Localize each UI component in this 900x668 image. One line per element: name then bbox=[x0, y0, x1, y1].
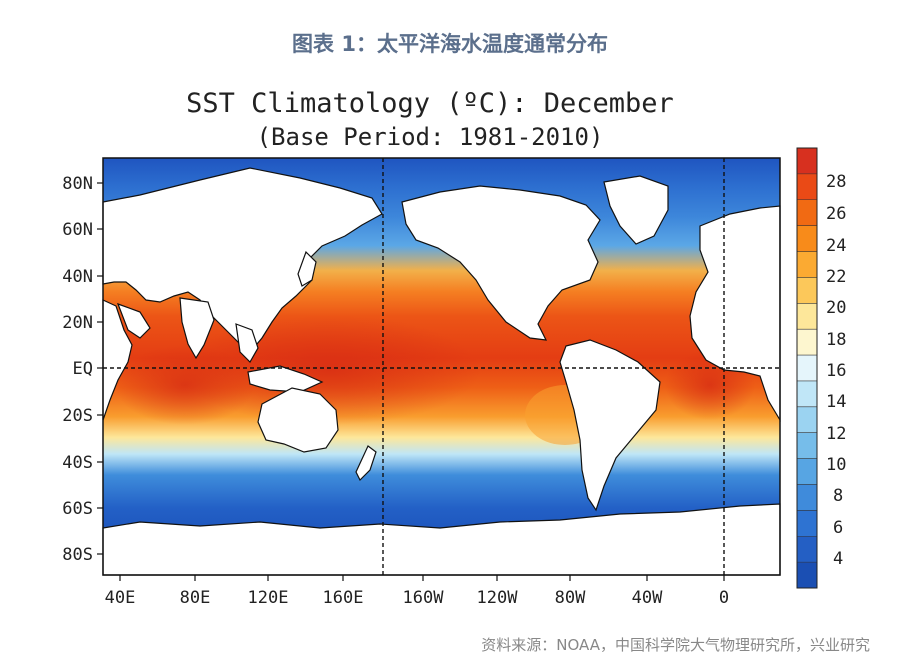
lat-label: 60N bbox=[62, 220, 93, 240]
lat-label: 40S bbox=[62, 453, 93, 473]
colorbar-swatch bbox=[797, 329, 817, 356]
landmass-eurasia bbox=[102, 167, 383, 351]
colorbar-swatch bbox=[797, 510, 817, 537]
lat-label: 20N bbox=[62, 313, 93, 333]
lon-label: 80E bbox=[180, 588, 211, 608]
colorbar-tick-label: 14 bbox=[826, 392, 846, 412]
colorbar-swatch bbox=[797, 458, 817, 485]
landmass-arabia bbox=[116, 302, 151, 339]
colorbar-swatch bbox=[797, 562, 817, 589]
map-frame bbox=[102, 157, 781, 576]
lon-label: 0 bbox=[719, 588, 729, 608]
latitude-axis: 80N 60N 40N 20N EQ 20S 40S 60S 80S bbox=[62, 174, 93, 565]
landmass-north-america bbox=[401, 185, 601, 341]
lon-label: 40W bbox=[632, 588, 663, 608]
warm-pool-indian-ocean bbox=[115, 345, 255, 425]
landmass-indochina bbox=[235, 323, 259, 363]
colorbar-swatch bbox=[797, 173, 817, 201]
colorbar-swatch bbox=[797, 536, 817, 563]
colorbar-swatch bbox=[797, 406, 817, 434]
colorbar-tick-label: 22 bbox=[826, 267, 846, 287]
colorbar-swatch bbox=[797, 484, 817, 511]
colorbar-swatch bbox=[797, 277, 817, 304]
colorbar-tick-label: 16 bbox=[826, 361, 846, 381]
landmass-south-america bbox=[559, 339, 661, 512]
landmass-europe-africa-east bbox=[689, 205, 781, 423]
colorbar-swatch bbox=[797, 303, 817, 330]
colorbar-frame bbox=[796, 147, 818, 589]
landmass-india bbox=[179, 297, 215, 360]
lon-label: 40E bbox=[105, 588, 136, 608]
lon-label: 80W bbox=[555, 588, 586, 608]
lat-label: EQ bbox=[73, 359, 93, 379]
map-plot-area bbox=[102, 157, 781, 576]
lat-label: 40N bbox=[62, 267, 93, 287]
landmass-australia bbox=[257, 387, 339, 453]
landmass-africa bbox=[102, 299, 133, 421]
colorbar-tick-label: 26 bbox=[826, 204, 846, 224]
landmass-greenland bbox=[603, 175, 669, 245]
landmass-japan bbox=[297, 250, 317, 287]
colorbar-swatch bbox=[797, 432, 817, 460]
colorbar-tick-label: 4 bbox=[833, 549, 843, 569]
lat-label: 80N bbox=[62, 174, 93, 194]
landmass-new-zealand bbox=[355, 445, 377, 482]
longitude-axis: 40E 80E 120E 160E 160W 120W 80W 40W 0 bbox=[105, 588, 729, 608]
colorbar-swatch bbox=[797, 251, 817, 278]
figure-caption: 图表 1：太平洋海水温度通常分布 bbox=[292, 32, 608, 56]
lon-label: 120E bbox=[248, 588, 289, 608]
lon-label: 160E bbox=[323, 588, 364, 608]
colorbar-tick-label: 6 bbox=[833, 518, 843, 538]
colorbar-swatch bbox=[797, 380, 817, 408]
landmass-borneo-indonesia bbox=[247, 365, 324, 393]
lat-label: 80S bbox=[62, 545, 93, 565]
colorbar-tick-label: 20 bbox=[826, 298, 846, 318]
colorbar-swatch bbox=[797, 225, 817, 253]
colorbar-tick-label: 8 bbox=[833, 486, 843, 506]
colorbar-swatch bbox=[797, 148, 817, 175]
colorbar-swatch bbox=[797, 199, 817, 227]
colorbar bbox=[796, 147, 818, 589]
lat-label: 20S bbox=[62, 406, 93, 426]
lon-label: 120W bbox=[477, 588, 519, 608]
colorbar-swatch bbox=[797, 355, 817, 382]
lat-label: 60S bbox=[62, 499, 93, 519]
source-note: 资料来源：NOAA，中国科学院大气物理研究所，兴业研究 bbox=[481, 636, 870, 654]
colorbar-tick-label: 10 bbox=[826, 455, 846, 475]
colorbar-tick-label: 18 bbox=[826, 330, 846, 350]
map-title: SST Climatology (ºC): December bbox=[186, 88, 674, 119]
colorbar-tick-label: 12 bbox=[826, 424, 846, 444]
colorbar-tick-label: 28 bbox=[826, 172, 846, 192]
lon-label: 160W bbox=[403, 588, 445, 608]
colorbar-tick-label: 24 bbox=[826, 236, 846, 256]
map-subtitle: (Base Period: 1981-2010) bbox=[257, 123, 604, 151]
colorbar-ticks: 28 26 24 22 20 18 16 14 12 10 8 6 4 bbox=[826, 172, 846, 569]
